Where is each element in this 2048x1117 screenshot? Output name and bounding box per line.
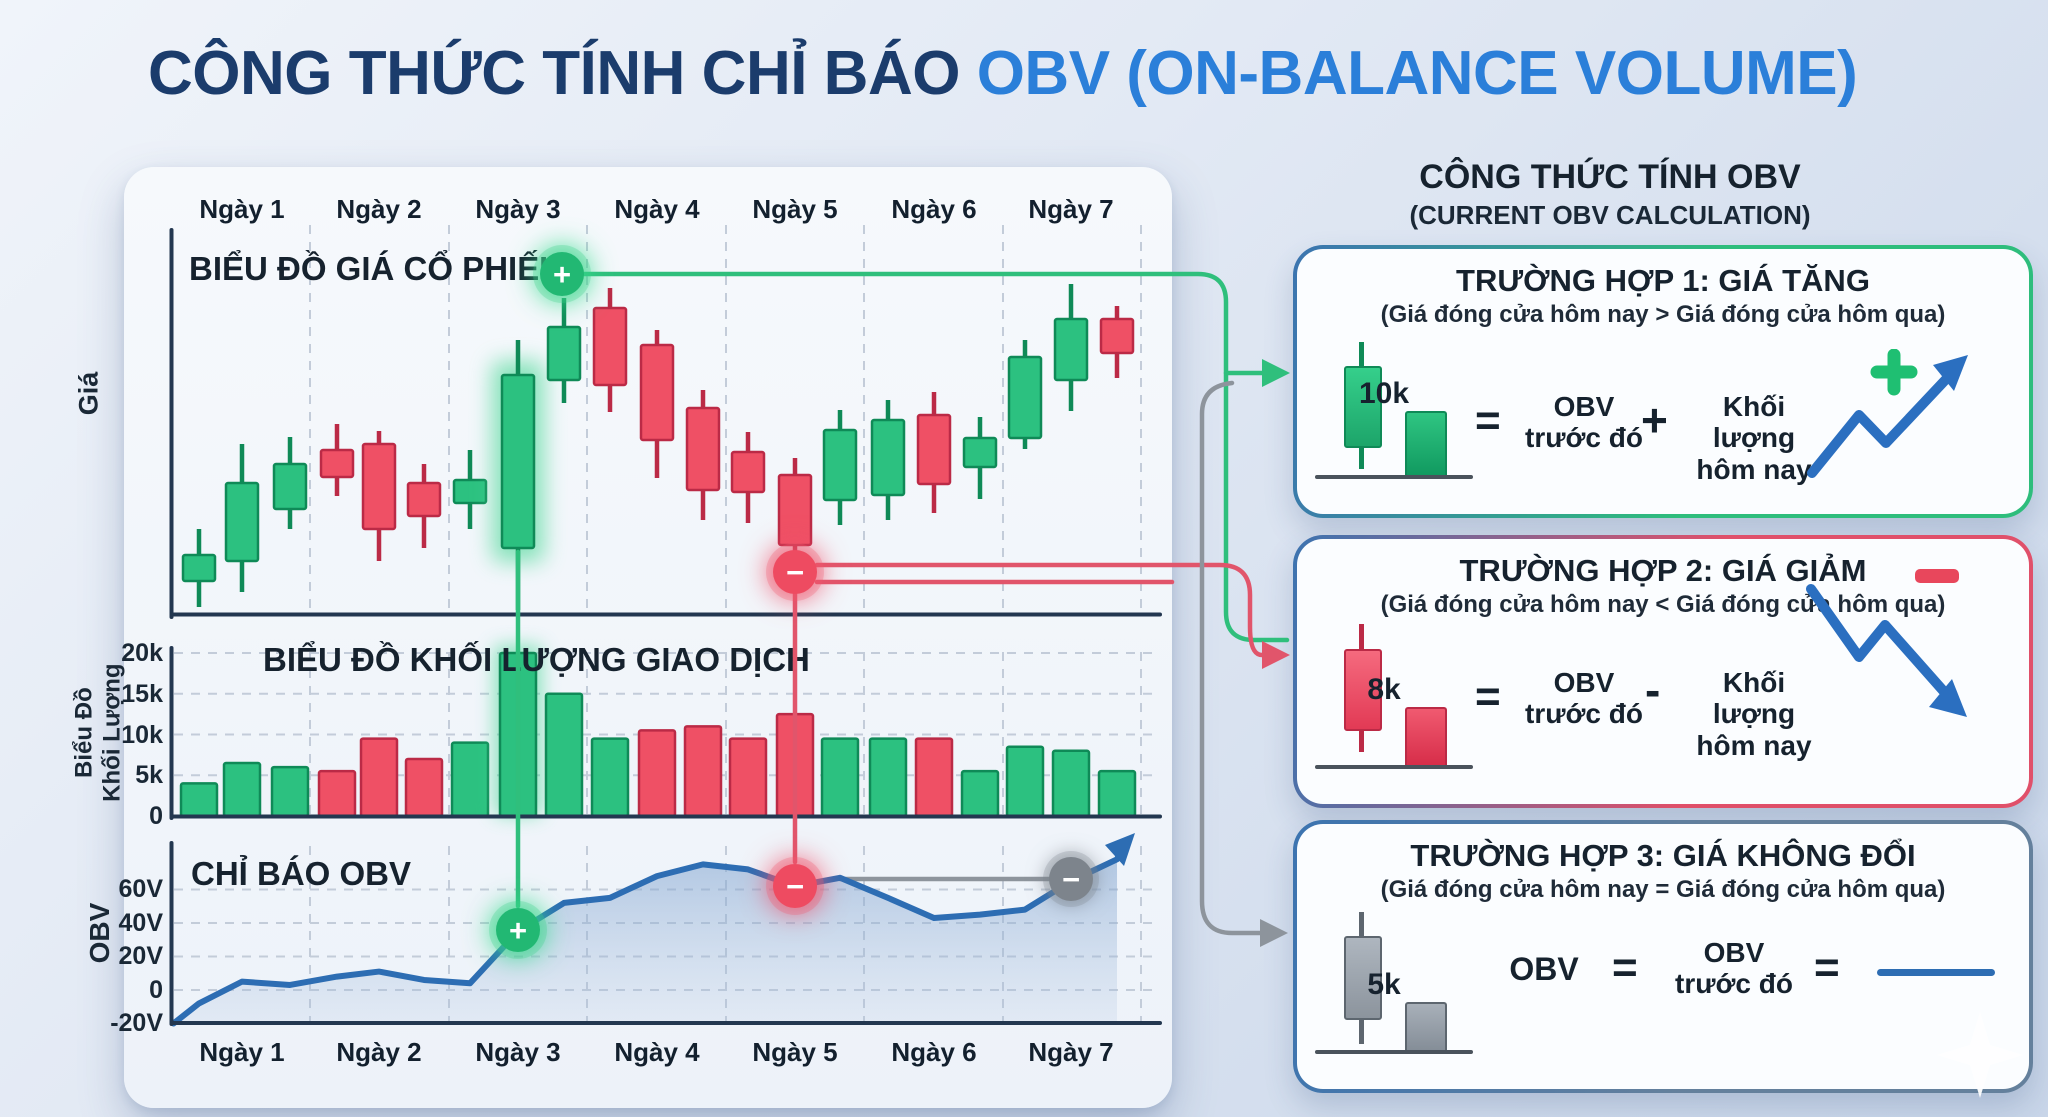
day-label-top-1: Ngày 1 xyxy=(199,194,285,224)
obv-minus-marker-icon: − xyxy=(773,864,817,908)
day-label-bottom-6: Ngày 6 xyxy=(891,1037,977,1067)
case-1-content: TRƯỜNG HỢP 1: GIÁ TĂNG (Giá đóng cửa hôm… xyxy=(1297,249,2029,514)
case-2-obv-prev: OBV trước đó xyxy=(1524,667,1644,730)
obv-flat-marker-icon: − xyxy=(1049,857,1093,901)
obv-tick-60: 60V xyxy=(118,875,163,903)
case-2-candle-body xyxy=(1344,649,1382,731)
uptrend-arrow-icon xyxy=(1807,349,1968,478)
case-1-volume-term-line2: hôm nay xyxy=(1696,453,1812,485)
gray-connector xyxy=(1199,380,1263,936)
downtrend-arrow-icon xyxy=(1806,569,1967,717)
case-1-obv-prev-line1: OBV xyxy=(1553,391,1615,422)
case-3-equals-1: = xyxy=(1612,943,1638,992)
case-1-volume-label: 10k xyxy=(1358,377,1410,410)
case-2-volume-label: 8k xyxy=(1367,673,1401,706)
obv-tick-20: 20V xyxy=(118,942,163,970)
case-1-volume-bar xyxy=(1405,411,1447,475)
day-label-top-3: Ngày 3 xyxy=(475,194,561,224)
day-label-bottom-3: Ngày 3 xyxy=(475,1037,561,1067)
case-1-volume-term: Khối lượng hôm nay xyxy=(1679,391,1829,485)
green-arrowhead-icon xyxy=(1262,359,1290,387)
volume-chart-title: BIỂU ĐỒ KHỐI LƯỢNG GIAO DỊCH xyxy=(263,641,810,678)
red-arrowhead-icon xyxy=(1262,641,1290,669)
minus-glyph: − xyxy=(785,554,805,590)
case-1-obv-prev-line2: trước đó xyxy=(1525,422,1643,454)
obv-chart-title: CHỈ BÁO OBV xyxy=(191,855,412,892)
right-panel-heading: CÔNG THỨC TÍNH OBV xyxy=(1419,158,1801,196)
case-2-equals: = xyxy=(1475,672,1501,721)
day-label-top-4: Ngày 4 xyxy=(614,194,700,224)
day-label-bottom-2: Ngày 2 xyxy=(336,1037,422,1067)
day-label-bottom-1: Ngày 1 xyxy=(199,1037,285,1067)
day-label-top-5: Ngày 5 xyxy=(752,194,838,224)
case-2-obv-prev-line2: trước đó xyxy=(1525,698,1643,730)
case-3-obv-prev-line2: trước đó xyxy=(1675,968,1793,1000)
price-plus-marker-icon: + xyxy=(540,252,584,296)
case-1-plus-operator: + xyxy=(1641,394,1668,446)
right-panel-subheading: (CURRENT OBV CALCULATION) xyxy=(1409,200,1811,230)
volume-tick-10k: 10k xyxy=(121,721,163,749)
volume-tick-0: 0 xyxy=(149,802,163,830)
obv-tick-0: 0 xyxy=(149,976,163,1004)
plus-glyph: + xyxy=(508,912,528,948)
case-1-volume-term-line1: Khối lượng xyxy=(1712,391,1796,454)
case-2-box: TRƯỜNG HỢP 2: GIÁ GIẢM (Giá đóng cửa hôm… xyxy=(1293,535,2033,808)
case-3-obv-prev: OBV trước đó xyxy=(1674,937,1794,1000)
price-y-axis-label: Giá xyxy=(73,371,104,416)
case-3-candle-body xyxy=(1344,936,1382,1020)
obv-tick-neg20: -20V xyxy=(110,1009,163,1037)
case-1-title: TRƯỜNG HỢP 1: GIÁ TĂNG xyxy=(1456,263,1870,298)
case-1-equals: = xyxy=(1475,396,1501,445)
day-label-bottom-7: Ngày 7 xyxy=(1028,1037,1114,1067)
case-3-content: TRƯỜNG HỢP 3: GIÁ KHÔNG ĐỔI (Giá đóng cử… xyxy=(1297,824,2029,1089)
plus-glyph: + xyxy=(552,256,572,292)
day-label-top-7: Ngày 7 xyxy=(1028,194,1114,224)
day-label-bottom-4: Ngày 4 xyxy=(614,1037,700,1067)
case-3-volume-bar xyxy=(1405,1002,1447,1051)
case-2-condition: (Giá đóng cửa hôm nay < Giá đóng cửa hôm… xyxy=(1380,591,1946,618)
case-3-condition: (Giá đóng cửa hôm nay = Giá đóng cửa hôm… xyxy=(1380,876,1946,903)
case-1-condition: (Giá đóng cửa hôm nay > Giá đóng cửa hôm… xyxy=(1380,301,1946,328)
obv-plus-marker-icon: + xyxy=(496,908,540,952)
price-minus-marker-icon: − xyxy=(773,550,817,594)
case-2-content: TRƯỜNG HỢP 2: GIÁ GIẢM (Giá đóng cửa hôm… xyxy=(1297,539,2029,804)
case-3-obv-prev-line1: OBV xyxy=(1703,937,1765,968)
case-1-candle-body xyxy=(1344,366,1382,448)
flat-line-icon xyxy=(1877,969,1995,976)
case-1-obv-prev: OBV trước đó xyxy=(1524,391,1644,454)
case-2-volume-bar xyxy=(1405,707,1447,767)
case-2-obv-prev-line1: OBV xyxy=(1553,667,1615,698)
case-3-volume-label: 5k xyxy=(1367,968,1401,1001)
minus-glyph: − xyxy=(785,868,805,904)
obv-tick-40: 40V xyxy=(118,909,163,937)
case-2-volume-term-line2: hôm nay xyxy=(1696,729,1812,761)
day-label-top-2: Ngày 2 xyxy=(336,194,422,224)
case-2-baseline xyxy=(1315,765,1473,769)
case-3-equals-2: = xyxy=(1814,943,1840,992)
case-3-box: TRƯỜNG HỢP 3: GIÁ KHÔNG ĐỔI (Giá đóng cử… xyxy=(1293,820,2033,1093)
day-label-top-6: Ngày 6 xyxy=(891,194,977,224)
case-2-volume-term-line1: Khối lượng xyxy=(1712,667,1796,730)
minus-glyph: − xyxy=(1061,861,1081,897)
page-title-accent: OBV (ON-BALANCE VOLUME) xyxy=(976,39,1858,108)
case-2-volume-term: Khối lượng hôm nay xyxy=(1679,667,1829,761)
case-1-baseline xyxy=(1315,475,1473,479)
volume-tick-5k: 5k xyxy=(135,761,163,789)
sparkle-icon xyxy=(1937,1012,2023,1098)
case-2-minus-operator: - xyxy=(1645,664,1661,716)
day-label-bottom-5: Ngày 5 xyxy=(752,1037,838,1067)
case-3-obv-lhs: OBV xyxy=(1509,951,1579,987)
volume-tick-15k: 15k xyxy=(121,680,163,708)
price-chart-title: BIỂU ĐỒ GIÁ CỔ PHIẾU xyxy=(189,250,564,287)
volume-tick-20k: 20k xyxy=(121,639,163,667)
case-1-box: TRƯỜNG HỢP 1: GIÁ TĂNG (Giá đóng cửa hôm… xyxy=(1293,245,2033,518)
chart-panel xyxy=(124,167,1172,1108)
page-title: CÔNG THỨC TÍNH CHỈ BÁO OBV (ON-BALANCE V… xyxy=(148,38,1858,109)
gray-arrowhead-icon xyxy=(1260,919,1288,947)
case-3-baseline xyxy=(1315,1050,1473,1054)
page-title-prefix: CÔNG THỨC TÍNH CHỈ BÁO xyxy=(148,39,977,108)
case-2-title: TRƯỜNG HỢP 2: GIÁ GIẢM xyxy=(1459,553,1867,588)
case-3-title: TRƯỜNG HỢP 3: GIÁ KHÔNG ĐỔI xyxy=(1410,838,1916,873)
